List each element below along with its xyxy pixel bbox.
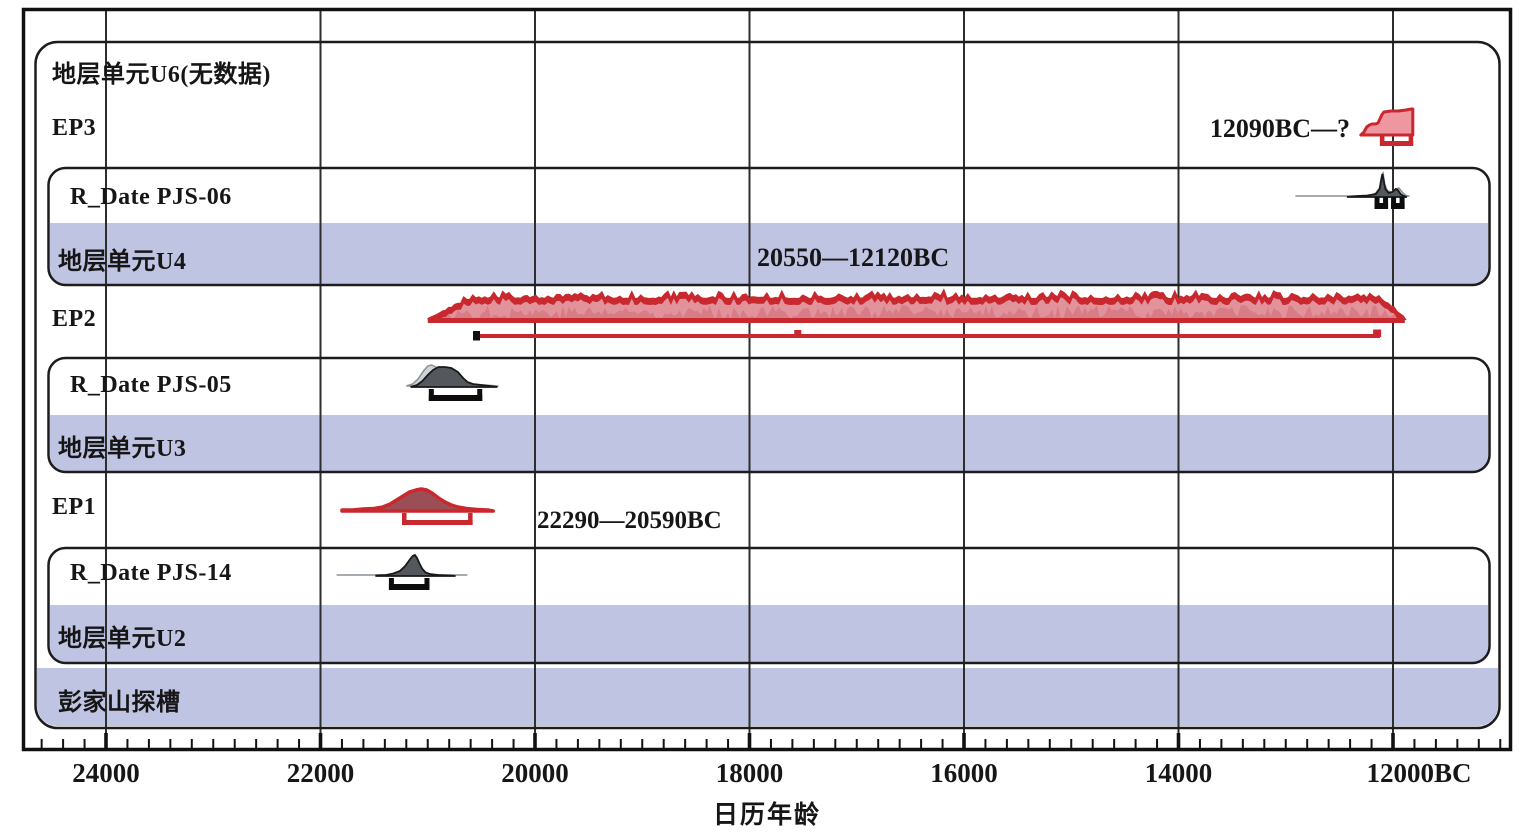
unit-band-u3 bbox=[50, 415, 1488, 471]
x-tick-label-18000: 18000 bbox=[715, 758, 784, 788]
x-tick-label-12000bc: 12000BC bbox=[1366, 758, 1472, 788]
x-tick-label-14000: 14000 bbox=[1144, 758, 1213, 788]
row-label-unit-u6: 地层单元U6(无数据) bbox=[52, 62, 271, 88]
range-annotation-ep3: 12090BC—? bbox=[1209, 114, 1350, 143]
x-axis-title: 日历年龄 bbox=[712, 802, 821, 829]
range-annotation-ep1: 22290—20590BC bbox=[537, 507, 722, 534]
row-label-unit-u4: 地层单元U4 bbox=[58, 249, 187, 275]
row-label-phase-ep2: EP2 bbox=[52, 306, 97, 332]
row-label-rdate-pjs06: R_Date PJS-06 bbox=[70, 184, 232, 210]
x-tick-label-22000: 22000 bbox=[286, 758, 355, 788]
range-annotation-u4-ep2: 20550—12120BC bbox=[757, 243, 950, 272]
row-label-phase-ep3: EP3 bbox=[52, 115, 97, 141]
row-label-unit-u3: 地层单元U3 bbox=[58, 436, 187, 462]
row-label-rdate-pjs05: R_Date PJS-05 bbox=[70, 372, 232, 398]
x-tick-label-20000: 20000 bbox=[501, 758, 569, 788]
row-label-phase-ep1: EP1 bbox=[52, 494, 97, 520]
unit-band-trench bbox=[37, 668, 1498, 726]
row-label-trench: 彭家山探槽 bbox=[58, 690, 181, 716]
row-label-rdate-pjs14: R_Date PJS-14 bbox=[70, 560, 232, 586]
row-label-unit-u2: 地层单元U2 bbox=[58, 626, 187, 652]
unit-band-u2 bbox=[50, 605, 1488, 662]
x-tick-label-16000: 16000 bbox=[930, 758, 998, 788]
x-tick-label-24000: 24000 bbox=[72, 758, 140, 788]
